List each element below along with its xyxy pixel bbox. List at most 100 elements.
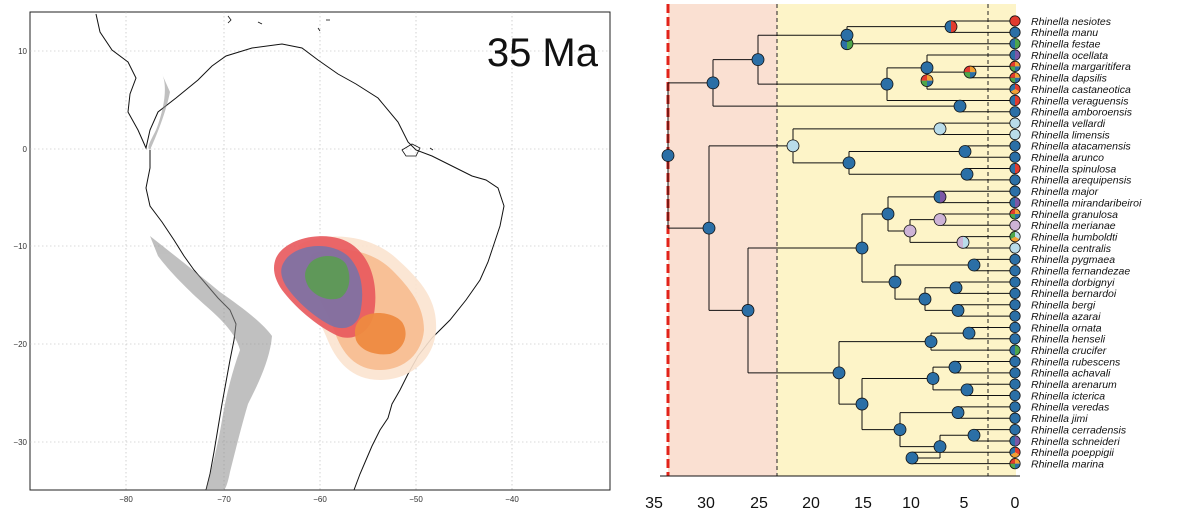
- taxon-label: Rhinella schneideri: [1031, 436, 1120, 448]
- ancestral-node: [951, 304, 965, 317]
- tip-state-marina: [1009, 458, 1021, 470]
- taxon-label: Rhinella granulosa: [1031, 209, 1118, 221]
- ancestral-node: [924, 335, 938, 349]
- taxon-label: Rhinella icterica: [1031, 390, 1105, 402]
- neogene-band: [777, 4, 1016, 476]
- tip-state-schneideri: [1009, 435, 1021, 447]
- ancestral-node: [951, 406, 965, 419]
- taxon-label: Rhinella merianae: [1031, 220, 1116, 232]
- taxon-label: Rhinella fernandezae: [1031, 266, 1130, 278]
- taxon-label: Rhinella major: [1031, 186, 1099, 198]
- tip-state-dapsilis: [1009, 72, 1021, 84]
- ancestral-node: [840, 28, 854, 42]
- ancestral-node: [786, 139, 800, 153]
- taxon-label: Rhinella arunco: [1031, 152, 1104, 164]
- tip-state-spinulosa: [1009, 162, 1021, 175]
- ancestral-node: [888, 275, 902, 289]
- tip-state-vellardi: [1009, 117, 1021, 129]
- taxon-label: Rhinella cerradensis: [1031, 424, 1127, 436]
- tip-state-jimi: [1009, 412, 1021, 424]
- time-tick-label: 30: [697, 495, 715, 512]
- tip-state-festae: [1009, 38, 1021, 50]
- ancestral-node: [967, 428, 981, 442]
- taxon-label: Rhinella jimi: [1031, 413, 1088, 425]
- ancestral-node: [893, 423, 907, 437]
- phylogeny-panel: 35 30 25 20 15 10 5 0 Rhinella nesiotes R…: [640, 0, 1200, 516]
- range-green: [305, 255, 350, 300]
- taxon-label: Rhinella nesiotes: [1031, 16, 1112, 28]
- taxon-label: Rhinella crucifer: [1031, 345, 1107, 357]
- ancestral-node: [948, 360, 962, 374]
- tip-state-arunco: [1009, 151, 1021, 163]
- taxon-label: Rhinella mirandaribeiroi: [1031, 197, 1142, 209]
- oligocene-band: [668, 4, 777, 476]
- tip-state-veraguensis: [1009, 94, 1021, 107]
- tip-state-bernardoi: [1009, 287, 1021, 299]
- tip-state-humboldti: [1009, 231, 1021, 243]
- tip-state-arequipensis: [1009, 174, 1021, 186]
- taxon-label: Rhinella poeppigii: [1031, 447, 1115, 459]
- ancestral-node: [855, 397, 869, 411]
- map-graticule: [30, 12, 610, 490]
- lat-tick: −20: [13, 340, 27, 349]
- ancestral-node: [926, 372, 940, 385]
- ancestral-node: [920, 61, 934, 75]
- time-tick-label: 20: [802, 495, 820, 512]
- ancestral-node: [741, 304, 755, 317]
- lon-tick: −70: [217, 495, 231, 504]
- tip-state-cerradensis: [1009, 423, 1021, 436]
- time-tick-label: 15: [854, 495, 872, 512]
- taxon-label: Rhinella amboroensis: [1031, 107, 1133, 119]
- tip-state-fernandezae: [1009, 265, 1021, 277]
- taxon-label: Rhinella dorbignyi: [1031, 277, 1115, 289]
- ancestral-node: [960, 383, 974, 397]
- ancestral-state-nodes: [661, 20, 981, 465]
- time-tick-label: 10: [902, 495, 920, 512]
- tip-state-veredas: [1009, 401, 1021, 413]
- lat-tick: 0: [23, 145, 28, 154]
- taxon-label: Rhinella festae: [1031, 39, 1101, 51]
- islands: [227, 15, 434, 157]
- taxon-label: Rhinella veraguensis: [1031, 95, 1129, 107]
- ancestral-node: [702, 221, 716, 235]
- taxon-label: Rhinella manu: [1031, 27, 1098, 39]
- time-tick-label: 35: [645, 495, 663, 512]
- taxon-label: Rhinella rubescens: [1031, 356, 1121, 368]
- ancestral-node: [842, 156, 856, 170]
- ancestral-node: [967, 258, 981, 272]
- taxon-label: Rhinella humboldti: [1031, 231, 1118, 243]
- ancestral-node: [918, 292, 932, 306]
- south-america-coastline: [95, 13, 505, 491]
- ancestral-node: [881, 207, 895, 221]
- ancestral-node: [933, 213, 947, 227]
- lon-tick-labels: −80 −70 −60 −50 −40: [119, 495, 519, 504]
- ancestral-node: [962, 326, 976, 340]
- lon-tick: −50: [409, 495, 423, 504]
- tip-state-arenarum: [1009, 378, 1021, 390]
- taxon-label: Rhinella marina: [1031, 458, 1104, 470]
- tip-state-henseli: [1009, 333, 1021, 345]
- tip-state-limensis: [1009, 128, 1021, 141]
- ancestral-range-areas: [274, 236, 437, 380]
- tip-state-castaneotica: [1009, 83, 1021, 95]
- ancestral-node: [956, 235, 970, 249]
- taxon-label: Rhinella achavali: [1031, 368, 1111, 380]
- taxon-label: Rhinella margaritifera: [1031, 61, 1131, 73]
- tip-state-rubescens: [1009, 355, 1021, 368]
- tip-state-atacamensis: [1009, 140, 1021, 152]
- tip-state-ornata: [1009, 321, 1021, 334]
- taxon-label: Rhinella dapsilis: [1031, 73, 1108, 85]
- lat-tick: 10: [18, 47, 27, 56]
- ancestral-node: [949, 281, 963, 295]
- taxon-label: Rhinella spinulosa: [1031, 163, 1116, 175]
- ancestral-node: [953, 99, 967, 113]
- taxon-label: Rhinella castaneotica: [1031, 84, 1131, 96]
- taxon-label: Rhinella bernardoi: [1031, 288, 1117, 300]
- tip-state-azarai: [1009, 310, 1021, 322]
- taxon-label: Rhinella atacamensis: [1031, 141, 1132, 153]
- ancestral-node: [933, 190, 947, 204]
- tip-state-amboroensis: [1009, 106, 1021, 118]
- time-tick-label: 0: [1011, 495, 1020, 512]
- tip-state-icterica: [1009, 389, 1021, 402]
- lon-tick: −60: [313, 495, 327, 504]
